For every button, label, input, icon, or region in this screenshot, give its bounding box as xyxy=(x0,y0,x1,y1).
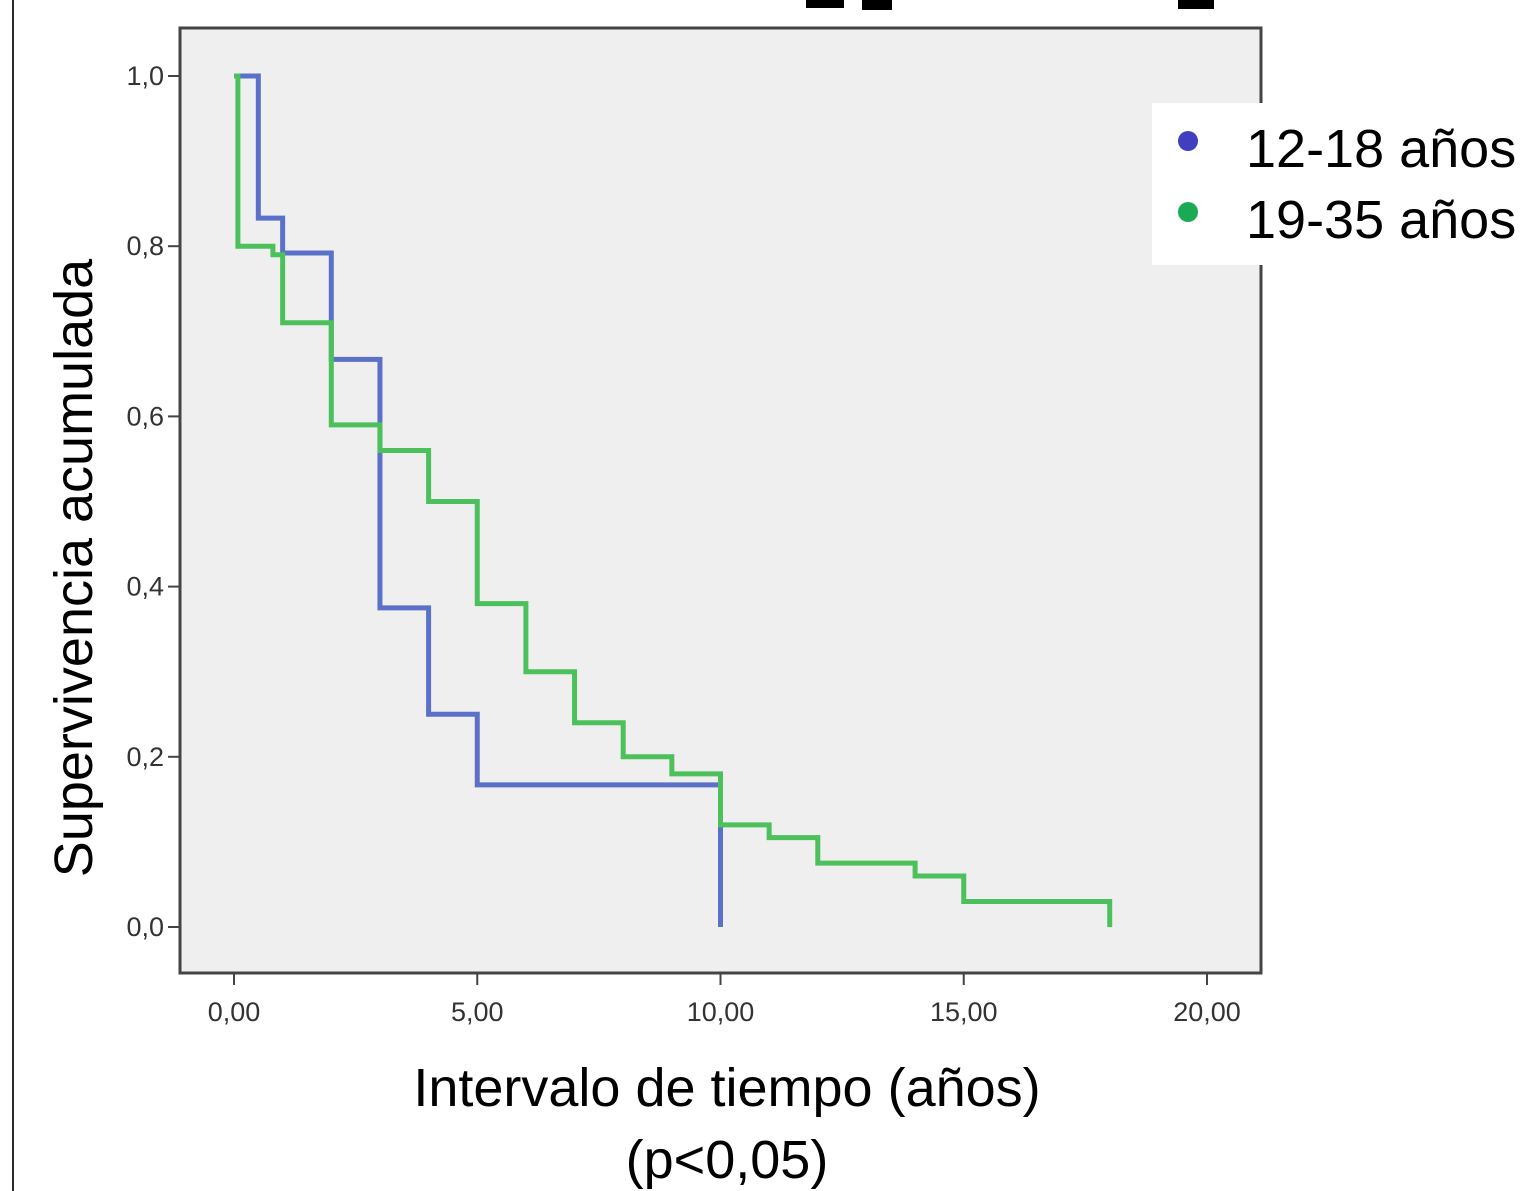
y-axis-label: Supervivencia acumulada xyxy=(44,258,104,877)
legend-label-2: 19-35 años xyxy=(1246,190,1516,250)
y-axis: 0,0 0,2 0,4 0,6 0,8 1,0 xyxy=(126,61,180,942)
series-layer xyxy=(234,73,1113,927)
y-tick-label: 0,0 xyxy=(126,912,164,942)
x-axis: 0,00 5,00 10,00 15,00 20,00 xyxy=(208,973,1241,1027)
y-tick-label: 0,6 xyxy=(126,401,164,431)
legend-marker-2 xyxy=(1178,202,1198,222)
figure-border-left xyxy=(12,0,14,1191)
legend-marker-1 xyxy=(1178,131,1198,151)
series-line-1 xyxy=(234,73,723,927)
y-tick-label: 1,0 xyxy=(126,61,164,91)
y-tick-label: 0,2 xyxy=(126,742,164,772)
y-tick-label: 0,4 xyxy=(126,572,164,602)
p-value-note: (p<0,05) xyxy=(626,1130,829,1190)
x-tick-label: 20,00 xyxy=(1173,997,1241,1027)
legend: 12-18 años 19-35 años xyxy=(1152,103,1539,265)
y-tick-label: 0,8 xyxy=(126,231,164,261)
x-tick-label: 15,00 xyxy=(930,997,998,1027)
x-tick-label: 0,00 xyxy=(208,997,261,1027)
x-tick-label: 10,00 xyxy=(687,997,755,1027)
title-fragment xyxy=(806,0,1214,10)
x-tick-label: 5,00 xyxy=(451,997,504,1027)
series-line-2 xyxy=(234,73,1113,927)
legend-label-1: 12-18 años xyxy=(1246,119,1516,179)
x-axis-label: Intervalo de tiempo (años) xyxy=(413,1058,1040,1118)
